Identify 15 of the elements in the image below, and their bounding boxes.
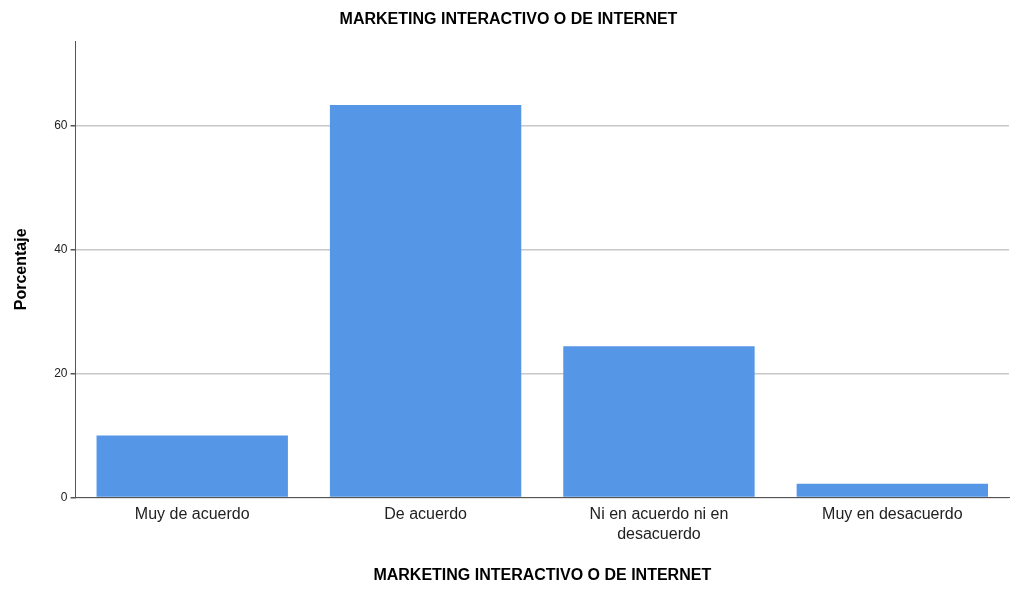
bar [329,104,522,497]
y-axis-title: Porcentaje [12,228,30,311]
bar [96,435,288,497]
x-tick-label: De acuerdo [384,505,468,523]
x-tick-label: Ni en acuerdo ni en desacuerdo [589,505,729,542]
x-axis-title: MARKETING INTERACTIVO O DE INTERNET [373,565,712,583]
bar [796,483,988,497]
x-tick-label: Muy de acuerdo [134,505,250,523]
y-tick-label: 60 [54,118,68,133]
y-tick-label: 20 [54,365,68,380]
bar [563,346,755,497]
y-tick-label: 0 [60,489,68,504]
chart-title: MARKETING INTERACTIVO O DE INTERNET [339,10,678,28]
x-tick-label: Muy en desacuerdo [822,505,963,523]
y-tick-label: 40 [54,242,68,257]
